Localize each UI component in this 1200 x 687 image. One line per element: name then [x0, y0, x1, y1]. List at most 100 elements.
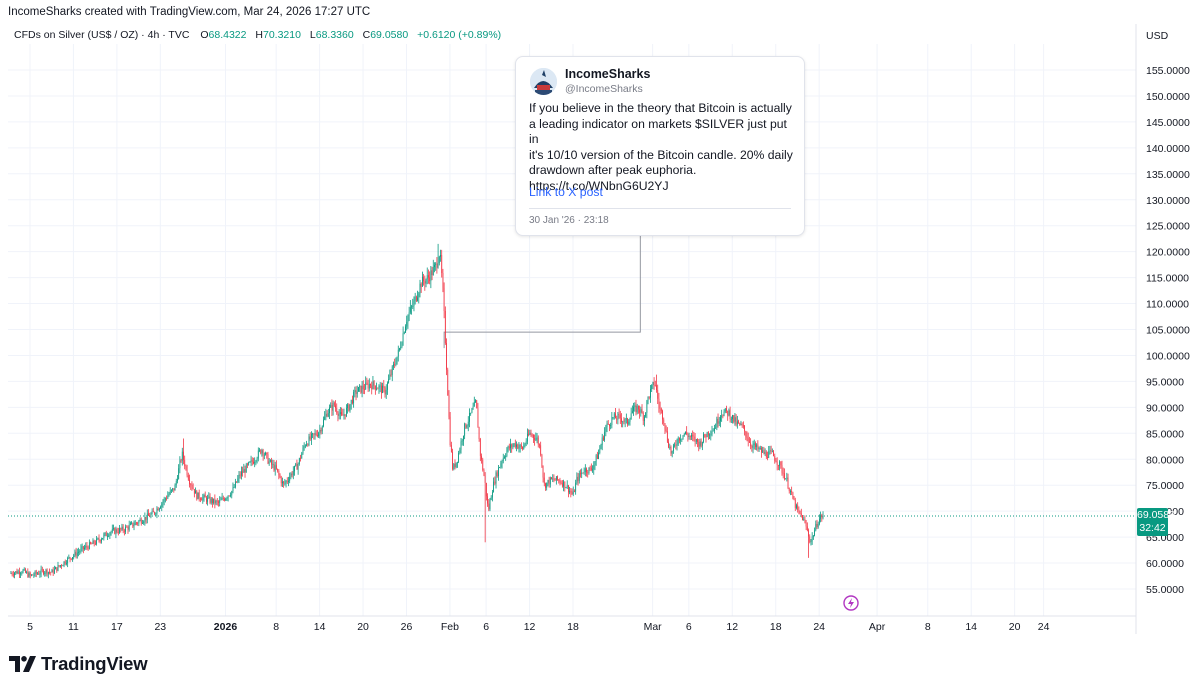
candle-body: [267, 454, 269, 464]
candle-body: [292, 471, 294, 476]
candle-body: [707, 432, 709, 436]
candle-body: [263, 454, 265, 456]
candle-body: [676, 444, 678, 446]
candle-body: [689, 436, 691, 437]
tweet-author-name[interactable]: IncomeSharks: [565, 67, 651, 81]
candle-body: [805, 522, 807, 527]
tradingview-logo[interactable]: TradingView: [9, 653, 148, 675]
y-tick-label: 145.0000: [1146, 117, 1190, 129]
candle-body: [639, 409, 641, 413]
candle-body: [659, 407, 661, 409]
x-tick-label: 8: [273, 621, 279, 633]
candle-body: [417, 297, 418, 301]
tweet-divider: [529, 208, 791, 209]
candle-body: [40, 569, 42, 574]
candle-body: [310, 433, 312, 440]
candle-body: [325, 413, 327, 417]
candle-body: [92, 540, 94, 544]
candle-body: [668, 441, 669, 448]
candle-body: [642, 413, 644, 421]
candle-body: [452, 451, 453, 469]
currency-label[interactable]: USD: [1146, 30, 1169, 42]
candle-body: [303, 446, 305, 448]
candle-body: [318, 432, 320, 437]
candle-body: [446, 343, 447, 370]
candle-body: [773, 451, 774, 457]
candle-body: [636, 405, 638, 413]
symbol-title[interactable]: CFDs on Silver (US$ / OZ) · 4h · TVC: [14, 29, 190, 41]
candle-body: [703, 434, 704, 442]
y-tick-label: 55.0000: [1146, 584, 1184, 596]
candle-body: [306, 444, 307, 446]
candle-body: [788, 488, 790, 492]
candle-body: [265, 452, 266, 455]
candle-body: [663, 419, 665, 424]
lightning-icon[interactable]: [843, 595, 859, 611]
candle-body: [191, 485, 193, 488]
candle-body: [581, 472, 583, 475]
candle-body: [279, 474, 281, 478]
candle-body: [533, 434, 534, 438]
candle-body: [171, 489, 172, 491]
candle-body: [487, 496, 488, 504]
candle-body: [341, 412, 342, 415]
candle-body: [701, 441, 703, 446]
candle-body: [134, 522, 136, 526]
candle-body: [374, 385, 376, 390]
candle-body: [596, 455, 598, 459]
x-tick-label: 11: [68, 621, 79, 633]
y-tick-label: 105.0000: [1146, 325, 1190, 337]
candle-body: [261, 450, 263, 454]
candle-body: [511, 444, 513, 448]
candle-body: [354, 390, 356, 393]
candle-body: [384, 387, 386, 395]
candle-body: [770, 450, 772, 452]
candle-body: [365, 382, 367, 390]
candle-body: [304, 445, 306, 447]
candle-body: [111, 528, 113, 532]
candle-body: [463, 435, 464, 441]
candle-body: [613, 413, 615, 418]
candle-body: [272, 463, 274, 465]
candle-body: [440, 255, 441, 257]
candle-body: [804, 519, 806, 523]
candle-body: [198, 492, 200, 499]
candle-body: [29, 573, 31, 576]
candle-body: [412, 305, 414, 307]
x-tick-label: 23: [154, 621, 166, 633]
candle-body: [415, 296, 417, 301]
candle-body: [28, 573, 30, 577]
candles: [10, 243, 824, 579]
candle-body: [520, 444, 522, 448]
candle-body: [352, 399, 353, 404]
candle-body: [631, 411, 633, 414]
candle-body: [654, 385, 656, 386]
symbol-legend: CFDs on Silver (US$ / OZ) · 4h · TVC O68…: [14, 29, 502, 41]
candle-body: [396, 356, 398, 364]
candle-body: [797, 505, 799, 510]
candle-body: [561, 483, 563, 487]
candle-body: [606, 423, 608, 427]
candle-body: [582, 472, 584, 474]
candle-body: [277, 468, 279, 471]
candle-body: [716, 418, 718, 428]
candle-body: [350, 399, 352, 405]
candle-body: [688, 436, 690, 437]
candle-body: [721, 415, 723, 417]
candle-body: [166, 498, 167, 500]
candle-body: [456, 461, 458, 463]
candle-body: [635, 405, 637, 413]
candle-body: [477, 408, 479, 428]
candle-body: [419, 283, 421, 294]
candle-body: [236, 481, 237, 483]
candle-body: [376, 388, 377, 390]
link-to-x-post[interactable]: Link to X post: [529, 185, 603, 199]
tweet-author-handle[interactable]: @IncomeSharks: [565, 83, 643, 95]
candle-body: [294, 465, 295, 472]
candle-body: [505, 455, 507, 458]
candle-body: [313, 433, 315, 435]
candle-body: [127, 527, 129, 530]
candle-body: [321, 426, 323, 432]
y-tick-label: 125.0000: [1146, 221, 1190, 233]
